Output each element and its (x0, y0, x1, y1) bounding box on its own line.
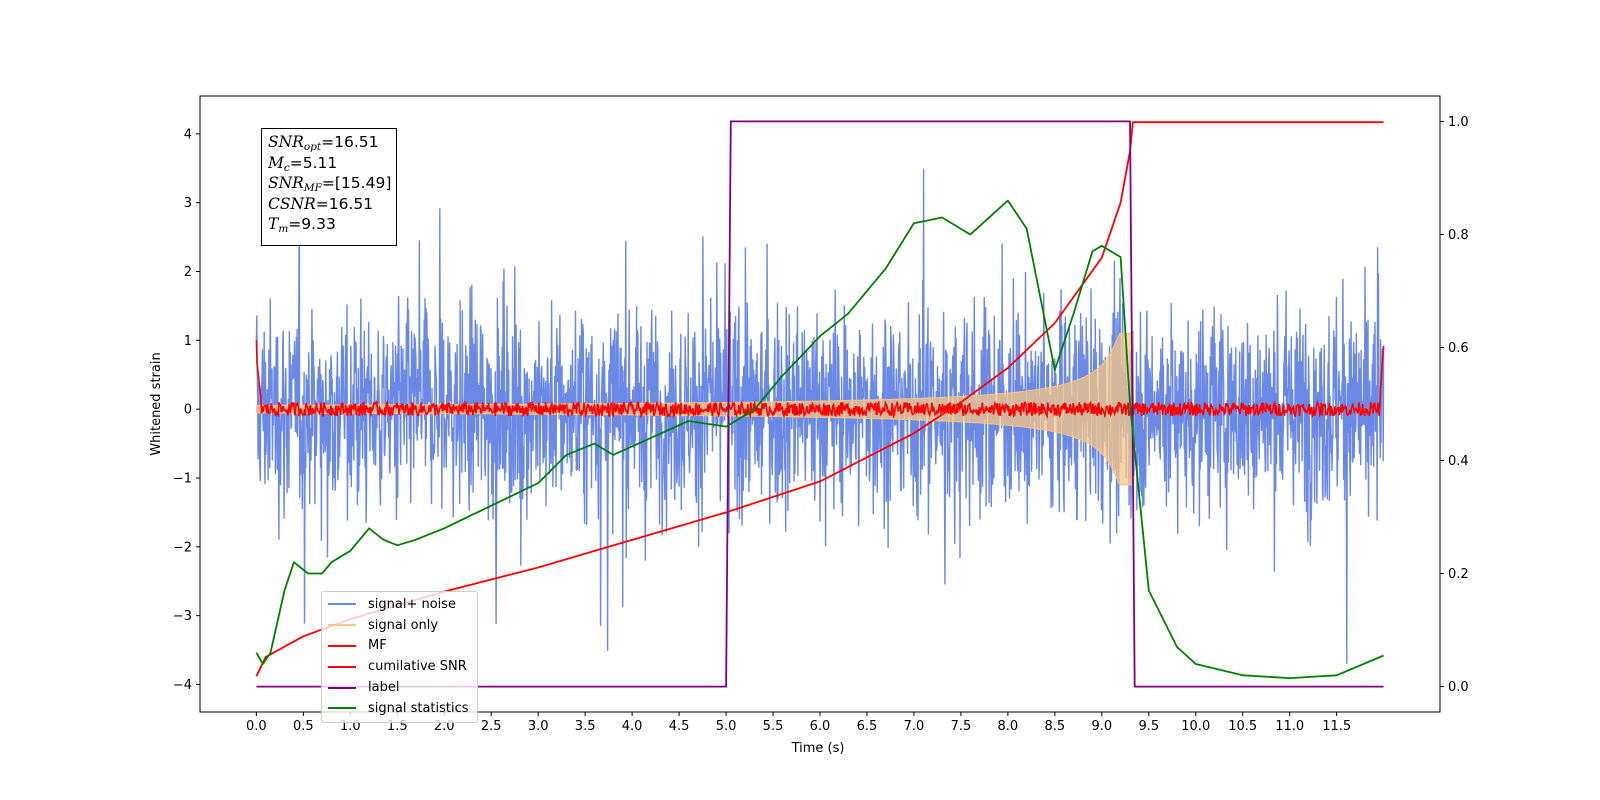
x-axis-label: Time (s) (791, 741, 845, 756)
legend-item-signal-only: signal only (322, 615, 477, 636)
x-tick-label: 9.5 (1138, 719, 1159, 734)
legend-item-signal-noise: signal+ noise (322, 594, 477, 615)
legend-label: cumilative SNR (368, 659, 467, 675)
x-tick-label: 4.5 (669, 719, 690, 734)
y-tick-label: −2 (173, 540, 192, 555)
y-tick-label: −3 (173, 609, 192, 624)
legend-swatch (328, 686, 356, 689)
x-tick-label: 6.5 (857, 719, 878, 734)
y2-tick-label: 0.8 (1448, 228, 1469, 243)
y2-tick-label: 1.0 (1448, 115, 1469, 130)
x-tick-label: 9.0 (1091, 719, 1112, 734)
y2-tick-label: 0.6 (1448, 341, 1469, 356)
series-label (256, 120, 1384, 688)
x-tick-label: 4.0 (622, 719, 643, 734)
y2-tick-label: 0.0 (1448, 680, 1469, 695)
y-tick-label: −4 (173, 678, 192, 693)
x-tick-label: 8.5 (1045, 719, 1066, 734)
legend-label: MF (368, 638, 387, 654)
x-tick-label: 6.0 (810, 719, 831, 734)
legend-item-label: label (322, 677, 477, 698)
y-tick-label: 3 (184, 196, 192, 211)
x-tick-label: 11.0 (1275, 719, 1304, 734)
legend-label: signal statistics (368, 700, 469, 716)
x-tick-label: 3.0 (528, 719, 549, 734)
legend-swatch (328, 624, 356, 627)
y2-tick-label: 0.4 (1448, 454, 1469, 469)
tm-line: Tm=9.33 (268, 215, 336, 235)
y-tick-label: 0 (184, 403, 192, 418)
x-tick-label: 8.0 (998, 719, 1019, 734)
y-tick-label: 1 (184, 334, 192, 349)
x-tick-label: 3.5 (575, 719, 596, 734)
x-tick-label: 10.5 (1228, 719, 1257, 734)
x-tick-label: 11.5 (1322, 719, 1351, 734)
y-tick-label: 2 (184, 265, 192, 280)
legend-label: signal only (368, 617, 439, 633)
snr-mf-line: SNRMF=[15.49] (268, 174, 392, 194)
legend: signal+ noise signal only MF cumilative … (321, 591, 478, 723)
y-axis-label: Whitened strain (149, 352, 164, 455)
x-tick-label: 0.0 (246, 719, 267, 734)
snr-opt-line: SNRopt=16.51 (268, 133, 379, 153)
x-tick-label: 7.0 (904, 719, 925, 734)
legend-swatch (328, 644, 356, 647)
x-tick-label: 7.5 (951, 719, 972, 734)
y-tick-label: −1 (173, 471, 192, 486)
x-tick-label: 2.5 (481, 719, 502, 734)
mc-line: Mc=5.11 (268, 153, 338, 174)
csnr-line: CSNR=16.51 (268, 194, 374, 213)
legend-item-signal-statistics: signal statistics (322, 698, 477, 719)
series-signal-statistics (255, 199, 1384, 679)
legend-item-cumulative-snr: cumilative SNR (322, 656, 477, 677)
legend-swatch (328, 665, 356, 668)
series-mf (255, 340, 1385, 420)
y2-tick-label: 0.2 (1448, 567, 1469, 582)
legend-label: signal+ noise (368, 596, 457, 612)
x-tick-label: 5.0 (716, 719, 737, 734)
x-tick-label: 0.5 (293, 719, 314, 734)
series-signal-noise (255, 168, 1385, 665)
x-tick-label: 10.0 (1181, 719, 1210, 734)
legend-swatch (328, 707, 356, 710)
y-tick-label: 4 (184, 127, 192, 142)
legend-label: label (368, 680, 400, 696)
legend-swatch (328, 603, 356, 606)
info-box: SNRopt=16.51 Mc=5.11 SNRMF=[15.49] CSNR=… (261, 128, 397, 246)
legend-item-mf: MF (322, 636, 477, 657)
x-tick-label: 5.5 (763, 719, 784, 734)
